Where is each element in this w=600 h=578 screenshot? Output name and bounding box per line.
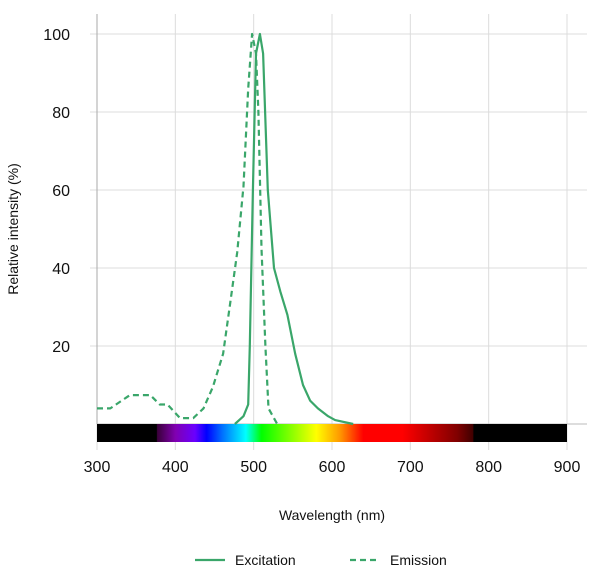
y-axis-label: Relative intensity (%) (5, 163, 21, 295)
x-tick-label: 600 (319, 459, 346, 476)
x-tick-label: 400 (162, 459, 189, 476)
x-tick-label: 700 (397, 459, 424, 476)
legend-label: Emission (390, 552, 447, 568)
y-tick-label: 20 (52, 339, 70, 356)
series-lines (97, 32, 354, 426)
legend-item-emission: Emission (350, 552, 447, 568)
x-tick-label: 800 (475, 459, 502, 476)
x-tick-label: 900 (554, 459, 581, 476)
y-tick-label: 100 (43, 27, 70, 44)
grid (90, 14, 587, 450)
visible-spectrum-bar (97, 424, 567, 442)
y-tick-label: 40 (52, 261, 70, 278)
tick-labels: 300 400 500 600 700 800 900 20 40 60 80 100 (43, 27, 580, 476)
series-line-emission (97, 32, 279, 425)
x-tick-label: 500 (240, 459, 267, 476)
x-axis-label: Wavelength (nm) (279, 507, 385, 523)
legend: Excitation Emission (195, 552, 447, 568)
y-tick-label: 60 (52, 183, 70, 200)
legend-item-excitation: Excitation (195, 552, 296, 568)
series-line-excitation (234, 32, 354, 426)
legend-label: Excitation (235, 552, 296, 568)
y-tick-label: 80 (52, 105, 70, 122)
x-tick-label: 300 (84, 459, 111, 476)
